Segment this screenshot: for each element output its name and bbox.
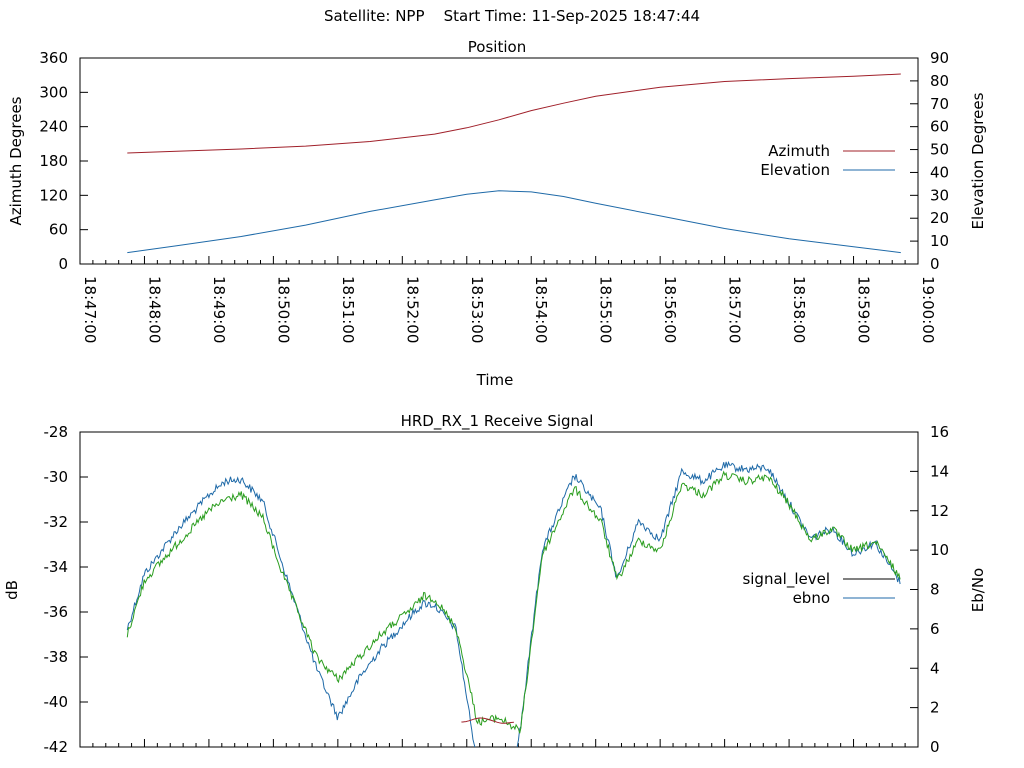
time-tick-label: 18:56:00 [661, 276, 679, 343]
time-tick-label: 18:53:00 [468, 276, 486, 343]
db-axis-label: dB [3, 580, 21, 600]
time-tick-label: 18:59:00 [855, 276, 873, 343]
legend-label-ebno: ebno [793, 589, 830, 607]
azimuth-axis-label: Azimuth Degrees [7, 96, 25, 225]
azimuth-axis: 0 60 120 180 240 300 360 [39, 49, 88, 273]
receive-signal-chart: HRD_RX_1 Receive Signal -42-40-38-36-34-… [3, 412, 987, 756]
azimuth-tick-label: 180 [39, 152, 68, 170]
time-tick-label: 18:47:00 [81, 276, 99, 343]
azimuth-tick-label: 60 [49, 221, 68, 239]
azimuth-tick-label: 360 [39, 49, 68, 67]
time-tick-label: 18:58:00 [790, 276, 808, 343]
time-tick-label: 19:00:00 [919, 276, 937, 343]
db-tick-label: -34 [44, 558, 69, 576]
position-chart: Position 0 60 120 180 240 300 360 0 10 20 30 40 50 6… [7, 38, 987, 389]
time-axis: 18:47:00 18:48:00 18:49:00 18:50:00 18:51:00… [79, 256, 937, 343]
db-tick-label: -40 [44, 693, 69, 711]
elevation-tick-label: 70 [930, 95, 949, 113]
position-chart-title: Position [468, 38, 526, 56]
ebno-axis-label: Eb/No [969, 568, 987, 612]
db-tick-label: -30 [44, 468, 69, 486]
elevation-axis: 0 10 20 30 40 50 60 70 80 90 [910, 49, 949, 273]
ebno-tick-label: 4 [930, 659, 940, 677]
time-tick-label: 18:49:00 [210, 276, 228, 343]
azimuth-tick-label: 0 [58, 255, 68, 273]
elevation-tick-label: 30 [930, 186, 949, 204]
time-tick-label: 18:57:00 [726, 276, 744, 343]
elevation-line [127, 190, 901, 254]
legend-label-azimuth: Azimuth [768, 142, 830, 160]
ebno-line [126, 460, 901, 747]
elevation-tick-label: 80 [930, 72, 949, 90]
ebno-tick-label: 2 [930, 699, 940, 717]
figure-title: Satellite: NPP Start Time: 11-Sep-2025 1… [323, 7, 701, 25]
db-tick-label: -32 [44, 513, 69, 531]
ebno-tick-label: 8 [930, 581, 940, 599]
ebno-tick-label: 6 [930, 620, 940, 638]
elevation-tick-label: 10 [930, 232, 949, 250]
time-tick-label: 18:54:00 [532, 276, 550, 343]
time-tick-label: 18:52:00 [403, 276, 421, 343]
azimuth-tick-label: 240 [39, 118, 68, 136]
db-tick-label: -38 [44, 648, 69, 666]
ebno-tick-label: 16 [930, 423, 949, 441]
signal-dropout-line [461, 717, 514, 724]
db-tick-label: -36 [44, 603, 69, 621]
legend-label-signal-level: signal_level [742, 570, 830, 589]
legend-label-elevation: Elevation [760, 161, 830, 179]
elevation-tick-label: 0 [930, 255, 940, 273]
azimuth-line [127, 73, 901, 154]
time-tick-label: 18:50:00 [274, 276, 292, 343]
position-series [127, 73, 901, 254]
ebno-tick-label: 10 [930, 541, 949, 559]
azimuth-tick-label: 120 [39, 186, 68, 204]
ebno-tick-label: 12 [930, 502, 949, 520]
time-tick-label: 18:55:00 [597, 276, 615, 343]
time-tick-label: 18:51:00 [339, 276, 357, 343]
db-tick-label: -28 [44, 423, 69, 441]
time-axis-label: Time [476, 371, 514, 389]
db-tick-label: -42 [44, 738, 69, 756]
receive-signal-chart-title: HRD_RX_1 Receive Signal [401, 412, 594, 431]
db-axis: -42 -40 -38 -36 -34 -32 -30 -28 [44, 423, 88, 756]
elevation-tick-label: 90 [930, 49, 949, 67]
elevation-tick-label: 60 [930, 118, 949, 136]
time-tick-label: 18:48:00 [145, 276, 163, 343]
elevation-tick-label: 40 [930, 163, 949, 181]
elevation-tick-label: 50 [930, 141, 949, 159]
ebno-axis: 0 2 4 6 8 10 12 14 16 [910, 423, 949, 756]
azimuth-tick-label: 300 [39, 83, 68, 101]
receive-time-axis [79, 739, 919, 747]
elevation-axis-label: Elevation Degrees [969, 92, 987, 229]
receive-signal-series [126, 460, 901, 747]
signal-level-line [126, 470, 901, 734]
ebno-tick-label: 14 [930, 462, 949, 480]
elevation-tick-label: 20 [930, 209, 949, 227]
ebno-tick-label: 0 [930, 738, 940, 756]
